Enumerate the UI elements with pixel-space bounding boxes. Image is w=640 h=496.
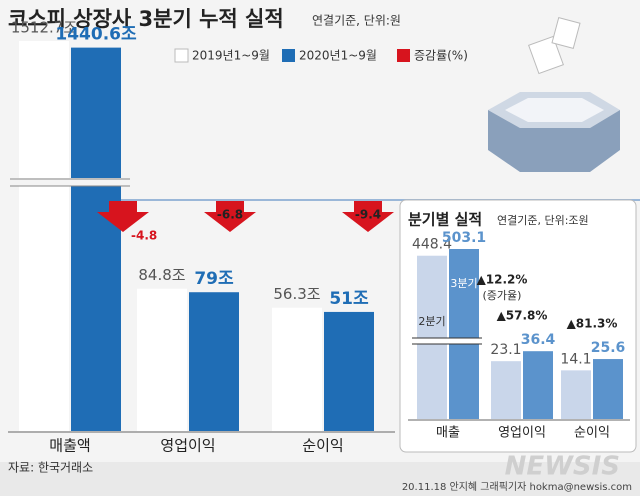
x-tick-label: 매출 bbox=[436, 426, 460, 441]
inset-title: 분기별 실적 bbox=[408, 211, 482, 229]
x-tick-label: 순이익 bbox=[302, 437, 343, 455]
bar bbox=[272, 307, 322, 431]
legend-swatch bbox=[174, 48, 189, 63]
value-label: 36.4 bbox=[521, 332, 556, 348]
bar bbox=[71, 47, 121, 431]
legend-label: 2019년1~9월 bbox=[192, 49, 270, 63]
value-label: 51조 bbox=[329, 289, 369, 309]
change-arrow bbox=[97, 201, 149, 232]
illustration bbox=[488, 16, 620, 172]
change-arrow bbox=[204, 201, 256, 232]
legend-swatch bbox=[282, 49, 295, 62]
value-label: 23.1 bbox=[490, 342, 521, 358]
value-label: 79조 bbox=[194, 269, 234, 289]
source: 자료: 한국거래소 bbox=[8, 461, 93, 475]
bar bbox=[189, 292, 239, 431]
legend-swatch bbox=[397, 49, 410, 62]
change-label: ▲57.8% bbox=[497, 309, 548, 323]
value-label: 25.6 bbox=[591, 340, 626, 356]
value-label: 14.1 bbox=[560, 351, 591, 367]
bar bbox=[561, 370, 591, 419]
x-tick-label: 순이익 bbox=[574, 426, 610, 441]
bar bbox=[137, 288, 187, 431]
bar bbox=[19, 41, 69, 431]
x-tick-label: 매출액 bbox=[49, 437, 90, 455]
bar bbox=[523, 351, 553, 419]
axis-break bbox=[12, 178, 128, 186]
series-label: 2분기 bbox=[418, 315, 445, 328]
value-label: 56.3조 bbox=[273, 285, 320, 303]
bar bbox=[449, 249, 479, 419]
legend-label: 2020년1~9월 bbox=[299, 49, 377, 63]
bar bbox=[593, 359, 623, 419]
value-label: 84.8조 bbox=[138, 266, 185, 284]
chart-title: 코스피 상장사 3분기 누적 실적 bbox=[8, 7, 284, 31]
bar bbox=[417, 255, 447, 419]
bar bbox=[491, 361, 521, 419]
change-arrow bbox=[342, 201, 394, 232]
axis-break bbox=[414, 338, 480, 344]
change-label: ▲81.3% bbox=[567, 317, 618, 331]
value-label: 1440.6조 bbox=[55, 25, 137, 45]
change-label: -4.8 bbox=[131, 229, 157, 243]
bar bbox=[324, 311, 374, 431]
change-label: -6.8 bbox=[217, 208, 243, 222]
value-label: 1512.7조 bbox=[11, 19, 77, 37]
change-label: ▲12.2% bbox=[477, 273, 528, 287]
inset-subtitle: 연결기준, 단위:조원 bbox=[497, 214, 589, 227]
x-tick-label: 영업이익 bbox=[160, 437, 215, 455]
series-label: 3분기 bbox=[450, 277, 477, 290]
chart-subtitle: 연결기준, 단위:원 bbox=[312, 14, 401, 28]
legend-label: 증감률(%) bbox=[414, 49, 468, 63]
x-tick-label: 영업이익 bbox=[498, 426, 546, 441]
credit: 20.11.18 안지혜 그래픽기자 hokma@newsis.com bbox=[402, 481, 632, 493]
watermark: NEWSIS bbox=[505, 452, 620, 482]
change-legend: (증가율) bbox=[483, 289, 522, 302]
change-label: -9.4 bbox=[355, 208, 381, 222]
value-label: 503.1 bbox=[442, 230, 486, 246]
value-label: 448.4 bbox=[412, 237, 452, 253]
